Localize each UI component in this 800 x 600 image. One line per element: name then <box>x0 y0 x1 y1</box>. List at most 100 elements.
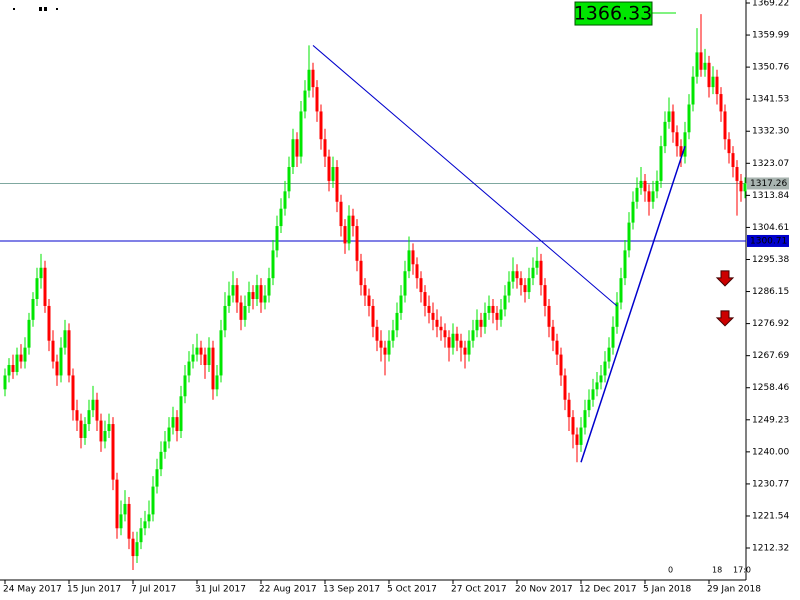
candle-body <box>527 278 531 293</box>
candle-body <box>639 180 643 188</box>
candle-body <box>199 347 203 355</box>
candle-body <box>479 319 483 327</box>
y-tick-label: 1249.23 <box>752 415 789 425</box>
candle-body <box>363 285 367 296</box>
y-tick-label: 1341.53 <box>752 95 789 105</box>
candle-body <box>127 503 131 539</box>
candle-body <box>239 302 243 320</box>
sell-arrow <box>715 310 735 327</box>
candle-body <box>23 347 27 362</box>
y-tick-label: 1295.38 <box>752 255 789 265</box>
candle-body <box>623 250 627 279</box>
candle-body <box>647 191 651 202</box>
candle-body <box>183 375 187 397</box>
candle-body <box>411 250 415 265</box>
candle-body <box>671 111 675 133</box>
candle-body <box>107 424 111 432</box>
icon <box>39 7 42 11</box>
sell-arrow <box>715 270 735 287</box>
bid-price-box <box>747 177 789 190</box>
candle-body <box>247 292 251 306</box>
candle-body <box>459 340 463 348</box>
candle-body <box>3 375 7 390</box>
candle-body <box>263 295 267 303</box>
corner-text: 18 <box>712 566 722 575</box>
candle-body <box>39 267 43 279</box>
candle-body <box>323 139 327 157</box>
price-label-box <box>574 1 653 26</box>
candle-body <box>15 354 19 372</box>
candle-body <box>7 365 11 376</box>
candle-body <box>559 354 563 376</box>
candle-body <box>531 267 535 279</box>
candle-body <box>19 354 23 362</box>
y-tick-label: 1359.99 <box>752 31 789 41</box>
candle-body <box>259 285 263 303</box>
candle-body <box>403 271 407 296</box>
candle-body <box>659 146 663 181</box>
candle-body <box>79 420 83 438</box>
trendline <box>312 45 618 307</box>
candle-body <box>355 226 359 261</box>
candle-body <box>391 330 395 341</box>
candle-body <box>155 469 159 487</box>
candle-body <box>743 183 747 192</box>
candle-body <box>135 542 139 557</box>
candle-body <box>499 309 503 320</box>
candle-body <box>139 528 143 543</box>
candle-body <box>583 410 587 428</box>
candle-body <box>243 305 247 320</box>
candle-body <box>627 222 631 251</box>
candle-body <box>31 299 35 320</box>
candle-body <box>159 451 163 470</box>
candle-body <box>687 104 691 133</box>
candle-body <box>227 295 231 306</box>
candle-body <box>167 427 171 442</box>
bid-price-label: 1317.26 <box>750 179 787 189</box>
candle-body <box>119 514 123 529</box>
candle-body <box>511 271 515 282</box>
x-tick-label: 20 Nov 2017 <box>515 585 573 595</box>
y-tick-label: 1369.22 <box>752 0 789 8</box>
candle-body <box>587 399 591 411</box>
candle-body <box>663 121 667 147</box>
candle-body <box>231 285 235 296</box>
candle-body <box>143 521 147 529</box>
candle-body <box>383 347 387 355</box>
x-tick-label: 24 May 2017 <box>3 585 62 595</box>
candle-body <box>519 278 523 286</box>
candle-body <box>59 347 63 376</box>
candle-body <box>299 111 303 157</box>
candle-body <box>95 399 99 421</box>
candle-body <box>311 69 315 88</box>
candle-body <box>463 347 467 355</box>
candle-body <box>87 410 91 425</box>
candle-body <box>703 62 707 70</box>
candle-body <box>567 399 571 418</box>
candle-body <box>555 340 559 355</box>
candle-body <box>699 52 703 70</box>
candle-body <box>487 305 491 313</box>
candle-body <box>723 111 727 140</box>
candle-body <box>75 410 79 421</box>
candle-body <box>415 264 419 279</box>
candle-body <box>719 94 723 112</box>
candle-body <box>43 267 47 306</box>
x-tick-label: 7 Jul 2017 <box>131 585 176 595</box>
x-tick-label: 13 Sep 2017 <box>323 585 380 595</box>
candle-body <box>179 396 183 432</box>
trendline <box>580 145 686 463</box>
corner-text: 0 <box>668 566 673 575</box>
candle-body <box>123 503 127 515</box>
candle-body <box>579 427 583 445</box>
x-tick-label: 5 Jan 2018 <box>643 585 691 595</box>
candle-body <box>307 69 311 91</box>
line-price-box <box>747 234 789 247</box>
candle-body <box>267 278 271 296</box>
candle-body <box>343 226 347 244</box>
candle-body <box>371 305 375 327</box>
price-label: 1366.33 <box>574 3 653 25</box>
candle-body <box>27 319 31 348</box>
candle-body <box>419 278 423 293</box>
candle-body <box>51 340 55 362</box>
